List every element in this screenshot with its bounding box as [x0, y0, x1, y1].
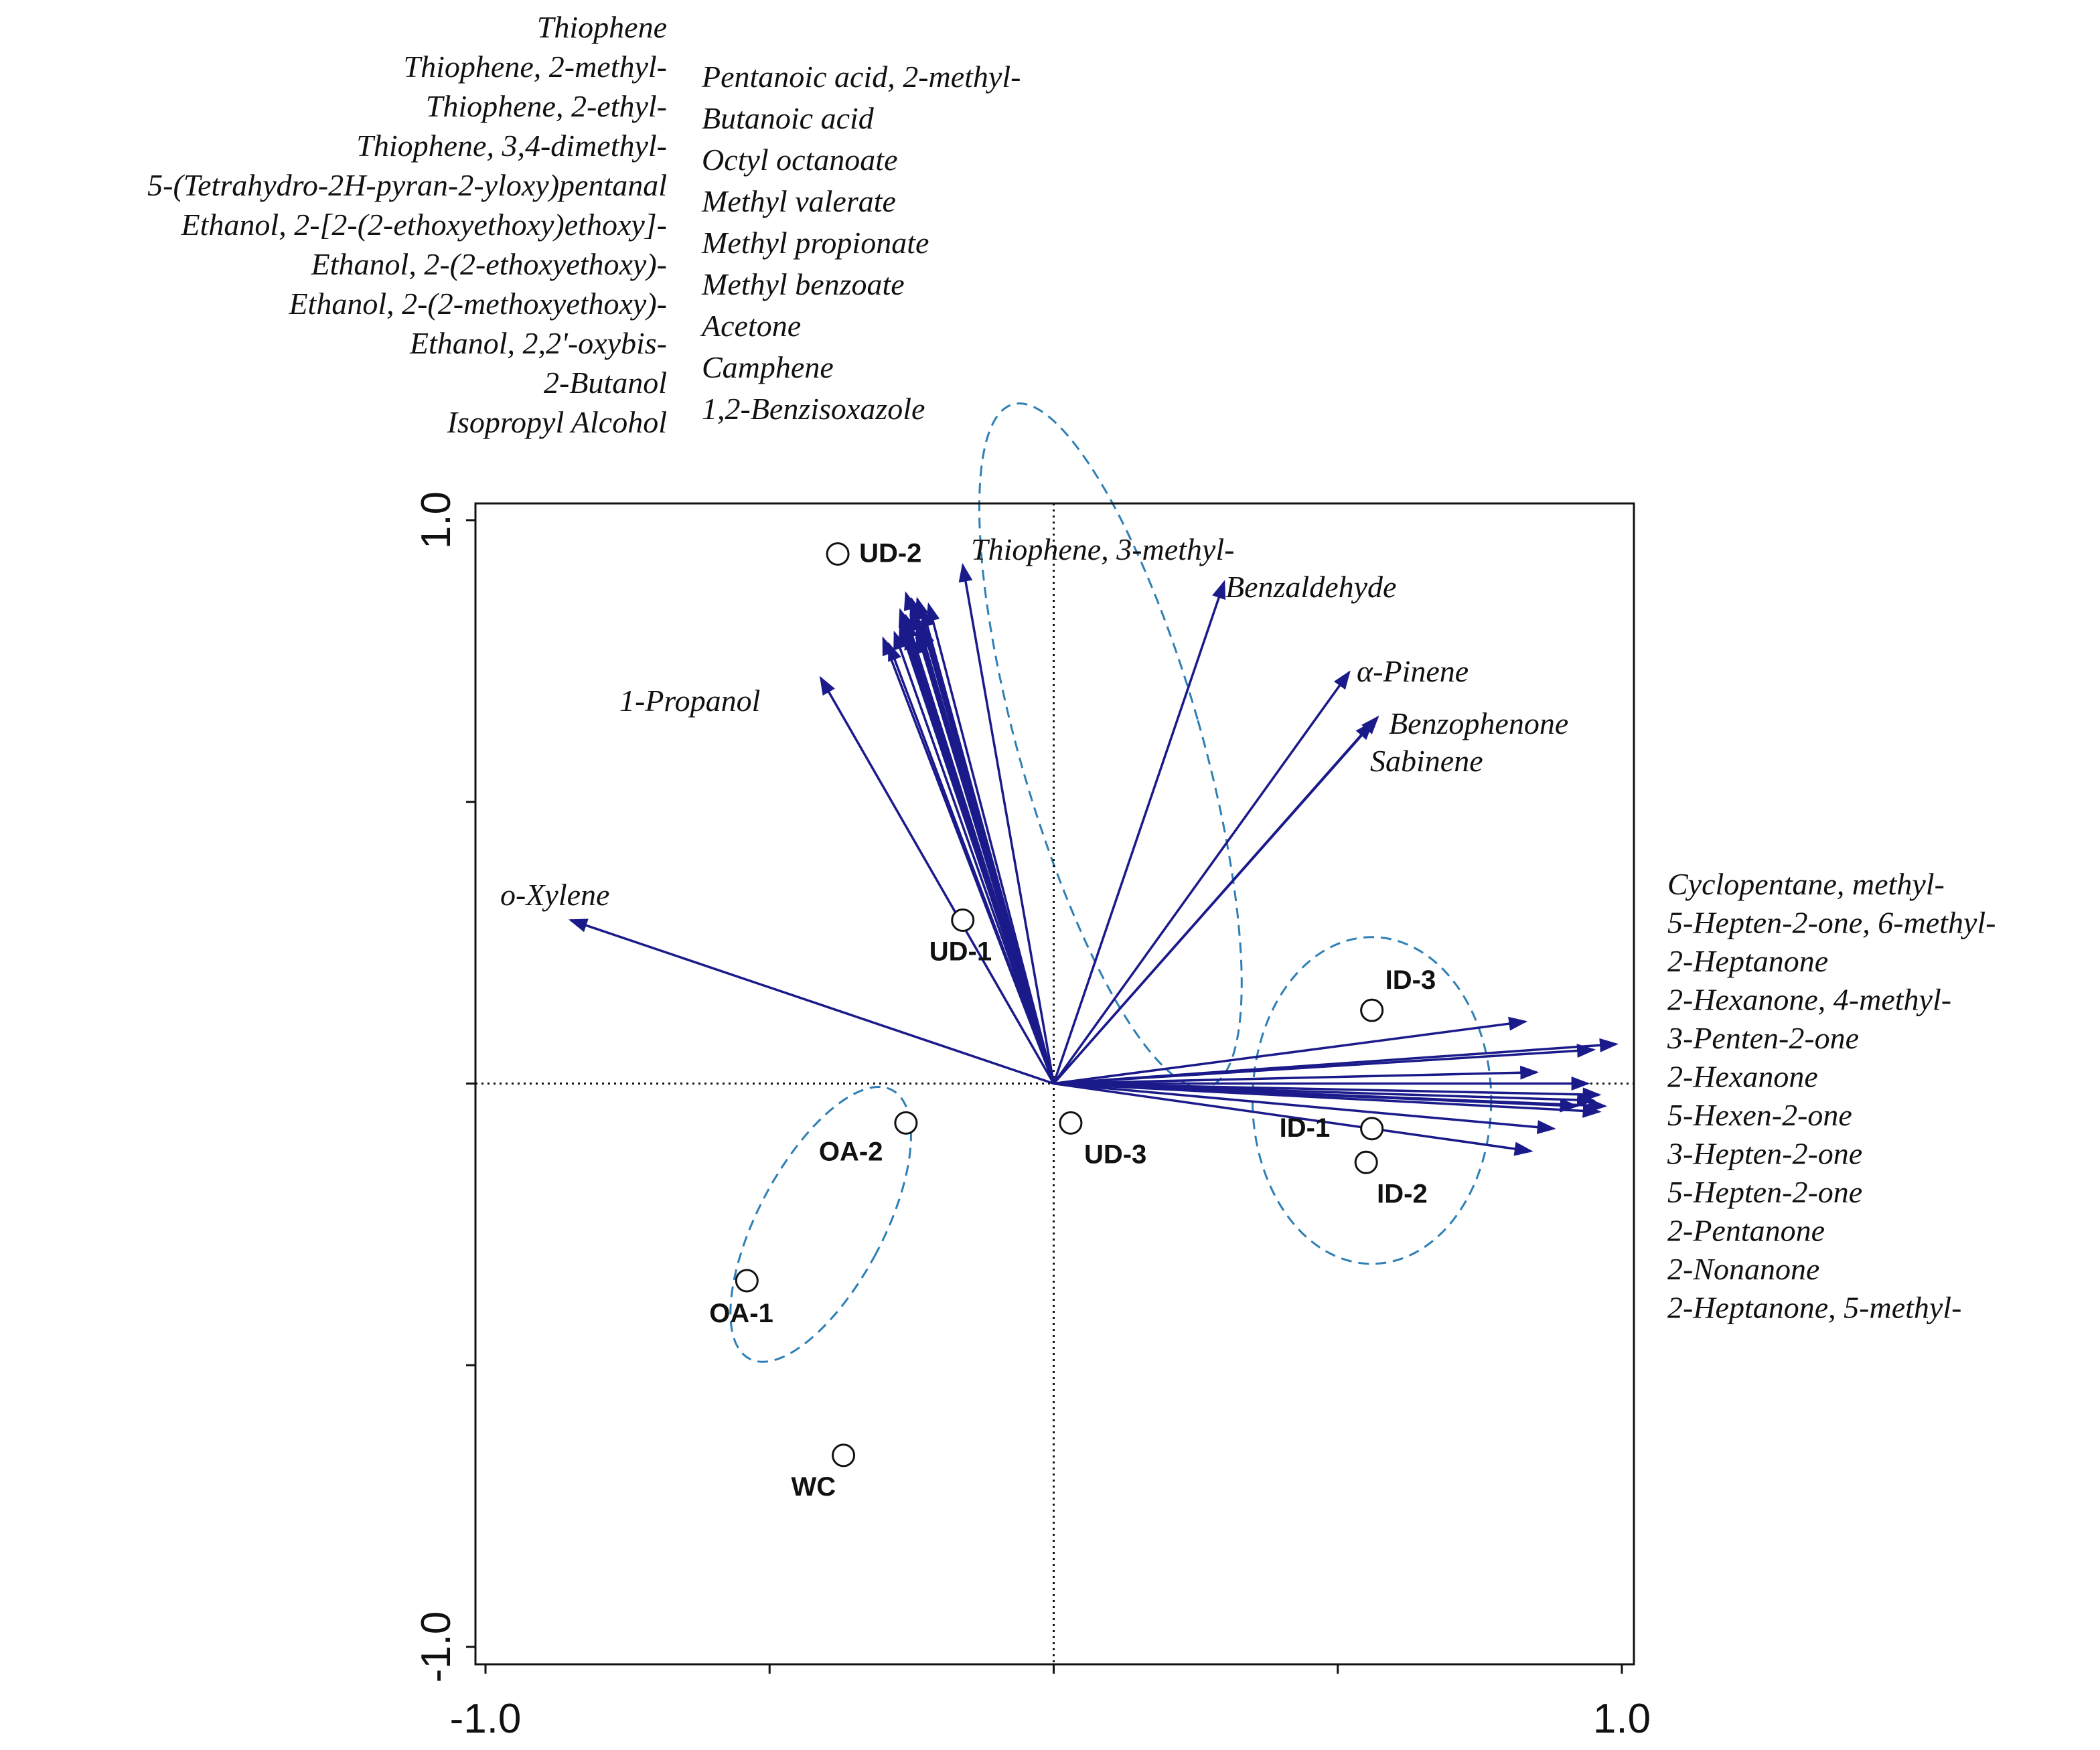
- vector-methyl-benzoate: [893, 630, 1055, 1085]
- sample-point-oa-1: [735, 1269, 759, 1293]
- vector-1-propanol: [819, 675, 1055, 1085]
- vector-sabinene: [1053, 721, 1373, 1085]
- vector-benzaldehyde: [1052, 580, 1226, 1085]
- label-top-middle-butanoic-acid: Butanoic acid: [702, 101, 875, 135]
- ellipse-ud-group: [978, 402, 1243, 1089]
- vector-o-xylene: [568, 919, 1055, 1085]
- label-top-left-ethanol-2-2-oxybis: Ethanol, 2,2'-oxybis-: [409, 326, 667, 360]
- label-right-2-heptanone: 2-Heptanone: [1667, 944, 1828, 978]
- sample-label-wc: WC: [792, 1472, 836, 1502]
- label-right-2-heptanone-5-methyl: 2-Heptanone, 5-methyl-: [1667, 1291, 1961, 1325]
- vector-label-thiophene-3-methyl: Thiophene, 3-methyl-: [971, 532, 1234, 566]
- sample-point-id-2: [1354, 1150, 1378, 1174]
- sample-label-id-1: ID-1: [1280, 1113, 1331, 1143]
- ellipse-oa-group: [729, 1086, 912, 1363]
- sample-label-ud-3: UD-3: [1084, 1139, 1146, 1169]
- label-top-middle-methyl-valerate: Methyl valerate: [701, 184, 896, 218]
- label-right-3-penten-2-one: 3-Penten-2-one: [1667, 1021, 1859, 1055]
- label-right-cyclopentane-methyl: Cyclopentane, methyl-: [1667, 867, 1945, 901]
- label-top-left-5-tetrahydro-2h-pyran-2-yloxy-pentanal: 5-(Tetrahydro-2H-pyran-2-yloxy)pentanal: [147, 168, 667, 202]
- vector-thiophene-3-methyl: [958, 562, 1055, 1084]
- sample-label-id-3: ID-3: [1385, 965, 1436, 995]
- label-right-3-hepten-2-one: 3-Hepten-2-one: [1667, 1137, 1862, 1171]
- vector-ethanol-2-2-oxybis: [887, 641, 1055, 1085]
- sample-point-id-3: [1360, 998, 1384, 1022]
- vector-2-pentanone: [1053, 1082, 1556, 1135]
- y-tick-label-min: -1.0: [413, 1611, 459, 1683]
- label-top-left-ethanol-2-2-2-ethoxyethoxy-ethoxy: Ethanol, 2-[2-(2-ethoxyethoxy)ethoxy]-: [181, 208, 667, 242]
- group-ellipses: [729, 402, 1493, 1363]
- label-top-left-thiophene-2-methyl: Thiophene, 2-methyl-: [404, 50, 667, 84]
- vector-2-hexanone-4-methyl: [1053, 1065, 1540, 1085]
- vector-pinene: [1053, 670, 1351, 1085]
- label-right-2-hexanone-4-methyl: 2-Hexanone, 4-methyl-: [1667, 983, 1951, 1017]
- vector-label-o-xylene: o-Xylene: [500, 878, 609, 912]
- vector-camphene: [920, 608, 1055, 1084]
- label-top-left-thiophene: Thiophene: [537, 10, 667, 44]
- label-top-left-ethanol-2-2-ethoxyethoxy: Ethanol, 2-(2-ethoxyethoxy)-: [311, 247, 667, 281]
- axis-ticks: -1.0 1.0 1.0 -1.0: [413, 491, 1651, 1742]
- label-top-left-thiophene-2-ethyl: Thiophene, 2-ethyl-: [426, 89, 667, 123]
- label-right-2-nonanone: 2-Nonanone: [1667, 1252, 1819, 1286]
- label-right-5-hexen-2-one: 5-Hexen-2-one: [1667, 1098, 1852, 1132]
- vector-label-benzaldehyde: Benzaldehyde: [1225, 570, 1396, 604]
- x-tick-label-min: -1.0: [450, 1696, 522, 1742]
- label-top-middle-camphene: Camphene: [702, 350, 834, 384]
- sample-point-ud-3: [1059, 1111, 1083, 1135]
- label-right-2-hexanone: 2-Hexanone: [1667, 1060, 1818, 1094]
- vector-label-benzophenone: Benzophenone: [1389, 706, 1568, 740]
- vector-labels: UD-2 UD-1 UD-3 OA-2 OA-1 WC ID-3 ID-1 ID-2 o-Xyle…: [147, 10, 1996, 1502]
- vector-acetone: [909, 596, 1055, 1084]
- vector-label-pinene: α-Pinene: [1357, 654, 1469, 688]
- vector-2-heptanone-5-methyl: [1053, 1082, 1602, 1118]
- loading-vectors: [568, 562, 1619, 1156]
- label-top-left-2-butanol: 2-Butanol: [544, 366, 667, 400]
- sample-label-ud-2: UD-2: [859, 538, 921, 568]
- y-tick-label-max: 1.0: [413, 491, 459, 549]
- label-right-5-hepten-2-one-6-methyl: 5-Hepten-2-one, 6-methyl-: [1667, 906, 1996, 940]
- label-top-left-thiophene-3-4-dimethyl: Thiophene, 3,4-dimethyl-: [356, 129, 667, 163]
- label-top-middle-acetone: Acetone: [700, 309, 801, 343]
- x-tick-label-max: 1.0: [1593, 1696, 1651, 1742]
- sample-label-ud-1: UD-1: [929, 937, 992, 966]
- vector-cyclopentane-methyl: [1053, 1016, 1528, 1085]
- sample-label-id-2: ID-2: [1377, 1179, 1428, 1208]
- vector-1-2-benzisoxazole: [899, 619, 1055, 1085]
- vector-label-1-propanol: 1-Propanol: [619, 684, 760, 718]
- sample-point-ud-2: [826, 542, 850, 566]
- label-top-middle-methyl-propionate: Methyl propionate: [701, 226, 929, 260]
- sample-point-wc: [832, 1443, 856, 1467]
- label-right-2-pentanone: 2-Pentanone: [1667, 1214, 1825, 1248]
- vector-label-sabinene: Sabinene: [1370, 744, 1483, 778]
- vector-2-heptanone: [1053, 1044, 1596, 1085]
- label-top-left-isopropyl-alcohol: Isopropyl Alcohol: [447, 405, 667, 439]
- label-top-left-ethanol-2-2-methoxyethoxy: Ethanol, 2-(2-methoxyethoxy)-: [288, 287, 667, 321]
- label-top-middle-octyl-octanoate: Octyl octanoate: [702, 143, 898, 177]
- label-right-5-hepten-2-one: 5-Hepten-2-one: [1667, 1175, 1862, 1209]
- sample-label-oa-2: OA-2: [819, 1137, 883, 1166]
- label-top-middle-1-2-benzisoxazole: 1,2-Benzisoxazole: [702, 392, 925, 426]
- sample-label-oa-1: OA-1: [709, 1299, 773, 1328]
- sample-points: [735, 542, 1384, 1467]
- sample-point-oa-2: [894, 1111, 918, 1135]
- label-top-middle-pentanoic-acid-2-methyl: Pentanoic acid, 2-methyl-: [701, 60, 1021, 94]
- vector-2-nonanone: [1053, 1082, 1533, 1156]
- label-top-middle-methyl-benzoate: Methyl benzoate: [701, 267, 905, 301]
- sample-point-ud-1: [951, 908, 975, 932]
- sample-point-id-1: [1360, 1117, 1384, 1141]
